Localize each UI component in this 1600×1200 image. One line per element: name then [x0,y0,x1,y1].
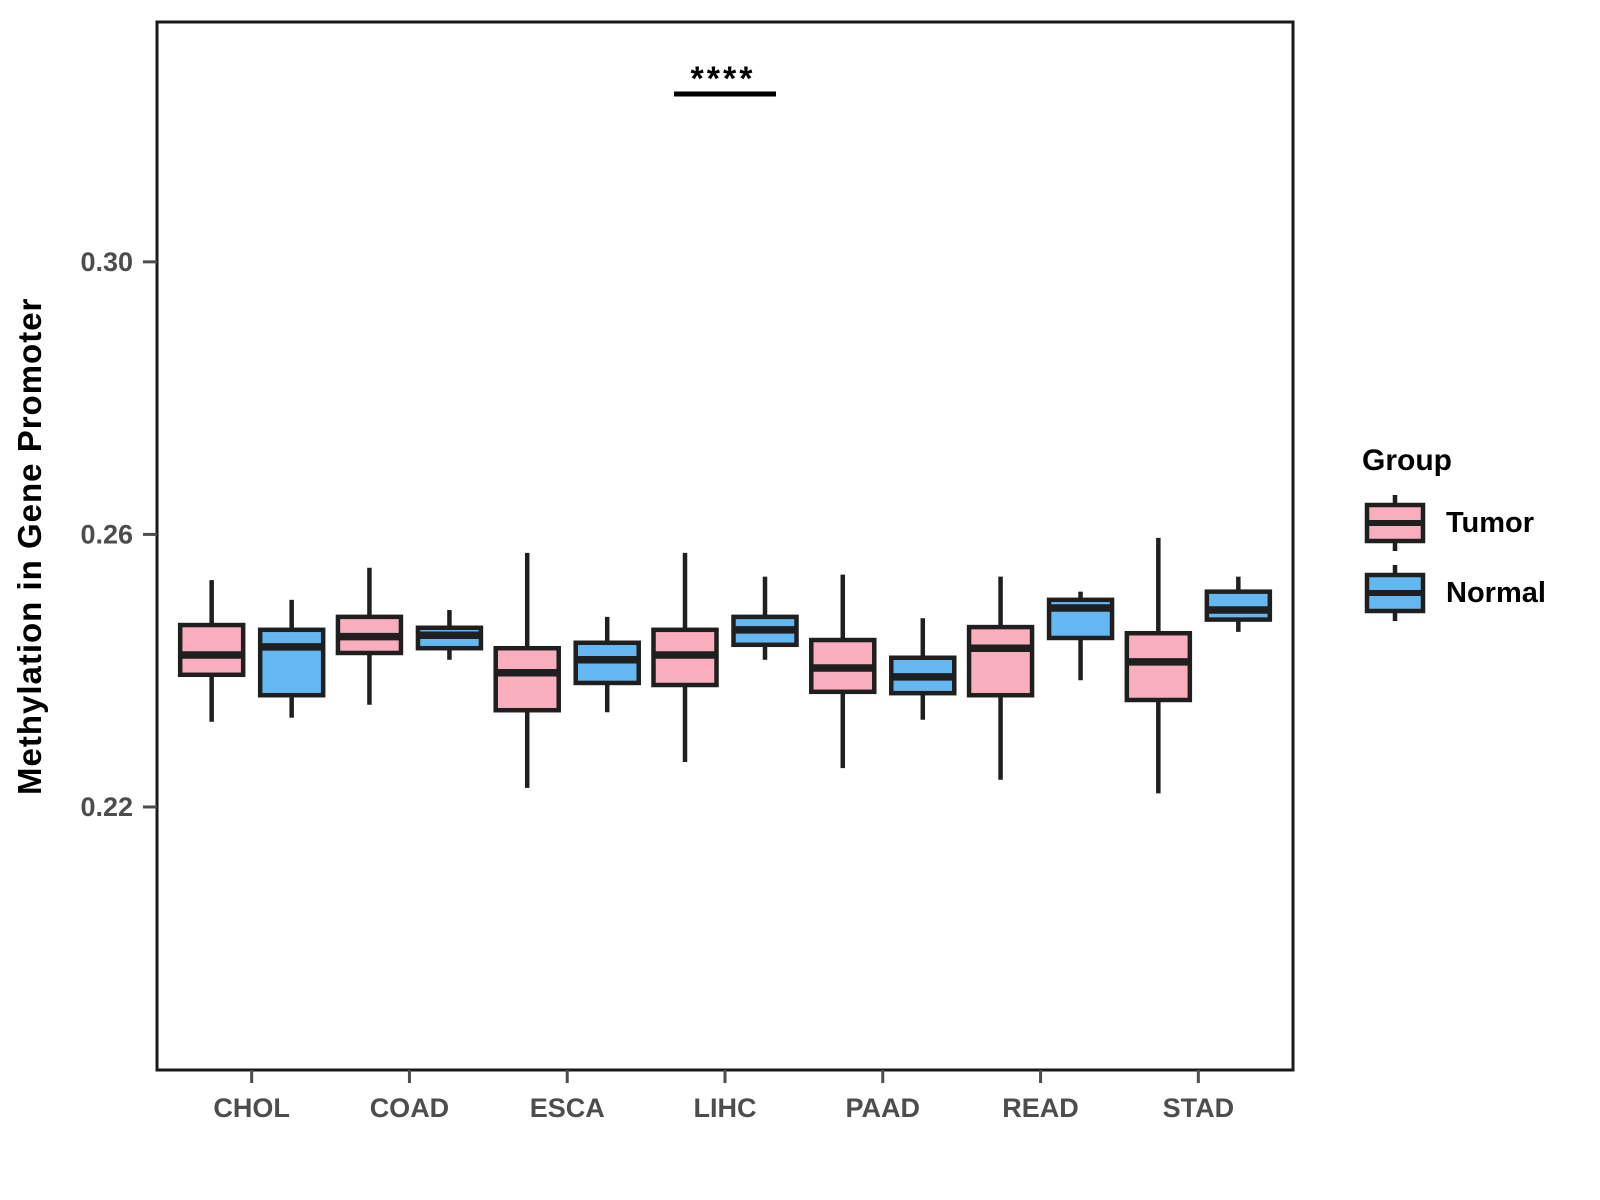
x-tick-label-stad: STAD [1163,1093,1235,1123]
x-tick-label-read: READ [1002,1093,1079,1123]
x-tick-label-esca: ESCA [530,1093,605,1123]
x-tick-label-coad: COAD [370,1093,450,1123]
normal-boxplot-key-icon [1364,565,1426,621]
y-tick-label: 0.26 [80,519,133,549]
y-axis-title: Methylation in Gene Promoter [11,297,48,795]
y-tick-label: 0.22 [80,792,133,822]
legend-label-normal: Normal [1446,576,1546,609]
legend: Group Tumor Normal [1362,444,1546,632]
x-tick-label-chol: CHOL [213,1093,290,1123]
panel-border [155,20,1295,1072]
normal-box-stad [1204,589,1273,622]
x-tick-label-paad: PAAD [846,1093,921,1123]
tumor-boxplot-key-icon [1364,495,1426,551]
legend-title: Group [1362,444,1452,477]
y-tick-label: 0.30 [80,247,133,277]
legend-item-normal: Normal [1362,562,1546,624]
tumor-box-chol [177,622,246,678]
normal-box-chol [257,627,326,698]
tumor-box-read [966,624,1035,698]
x-tick-label-lihc: LIHC [694,1093,757,1123]
legend-item-tumor: Tumor [1362,492,1546,554]
tumor-box-stad [1124,630,1193,703]
tumor-box-esca [493,645,561,713]
legend-label-tumor: Tumor [1446,506,1535,539]
